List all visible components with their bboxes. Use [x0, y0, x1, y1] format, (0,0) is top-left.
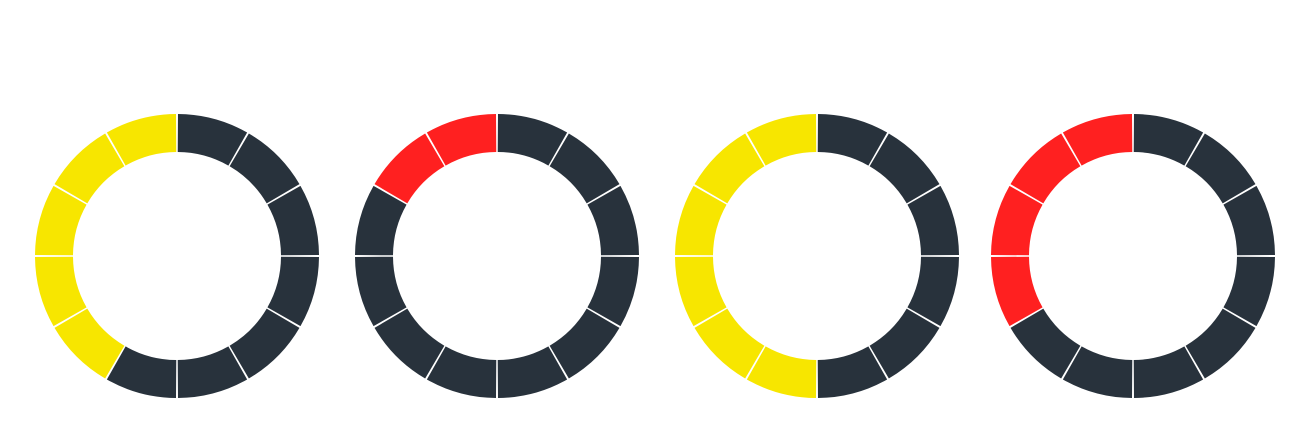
- ring-segment-active: [746, 346, 817, 398]
- ring-segment-inactive: [177, 346, 248, 398]
- ring-segment-active: [426, 114, 497, 166]
- ring-segment-inactive: [817, 114, 888, 166]
- ring-segment-inactive: [1133, 346, 1204, 398]
- ring-segment-inactive: [869, 133, 940, 204]
- ring-segment-active: [54, 308, 125, 379]
- progress-ring-4: [991, 114, 1275, 398]
- ring-segment-inactive: [869, 308, 940, 379]
- progress-ring-3: [675, 114, 959, 398]
- ring-segment-inactive: [177, 114, 248, 166]
- ring-segment-inactive: [1223, 256, 1275, 327]
- ring-segment-inactive: [587, 256, 639, 327]
- ring-segment-inactive: [229, 308, 300, 379]
- ring-segment-inactive: [1223, 185, 1275, 256]
- ring-segment-active: [675, 185, 727, 256]
- ring-segment-inactive: [374, 308, 445, 379]
- ring-segment-inactive: [497, 114, 568, 166]
- progress-ring-1: [35, 114, 319, 398]
- ring-segment-inactive: [1062, 346, 1133, 398]
- ring-segment-active: [1062, 114, 1133, 166]
- ring-segment-inactive: [549, 308, 620, 379]
- ring-segment-active: [694, 308, 765, 379]
- ring-segment-inactive: [267, 185, 319, 256]
- ring-segment-active: [675, 256, 727, 327]
- ring-segment-active: [694, 133, 765, 204]
- ring-segment-inactive: [549, 133, 620, 204]
- ring-segment-inactive: [1133, 114, 1204, 166]
- ring-segment-inactive: [817, 346, 888, 398]
- ring-segment-inactive: [229, 133, 300, 204]
- ring-segment-active: [991, 185, 1043, 256]
- ring-segment-active: [54, 133, 125, 204]
- ring-segment-active: [106, 114, 177, 166]
- ring-segment-inactive: [1010, 308, 1081, 379]
- ring-segment-active: [35, 256, 87, 327]
- progress-ring-2: [355, 114, 639, 398]
- ring-segment-inactive: [355, 185, 407, 256]
- ring-segment-inactive: [106, 346, 177, 398]
- ring-segment-inactive: [267, 256, 319, 327]
- ring-segment-active: [35, 185, 87, 256]
- ring-segment-active: [1010, 133, 1081, 204]
- ring-segment-inactive: [907, 256, 959, 327]
- ring-segment-inactive: [587, 185, 639, 256]
- ring-segment-active: [746, 114, 817, 166]
- ring-segment-inactive: [497, 346, 568, 398]
- ring-segment-inactive: [355, 256, 407, 327]
- ring-segment-inactive: [1185, 308, 1256, 379]
- ring-segment-inactive: [426, 346, 497, 398]
- ring-segment-inactive: [1185, 133, 1256, 204]
- ring-segment-active: [374, 133, 445, 204]
- ring-segment-active: [991, 256, 1043, 327]
- ring-segment-inactive: [907, 185, 959, 256]
